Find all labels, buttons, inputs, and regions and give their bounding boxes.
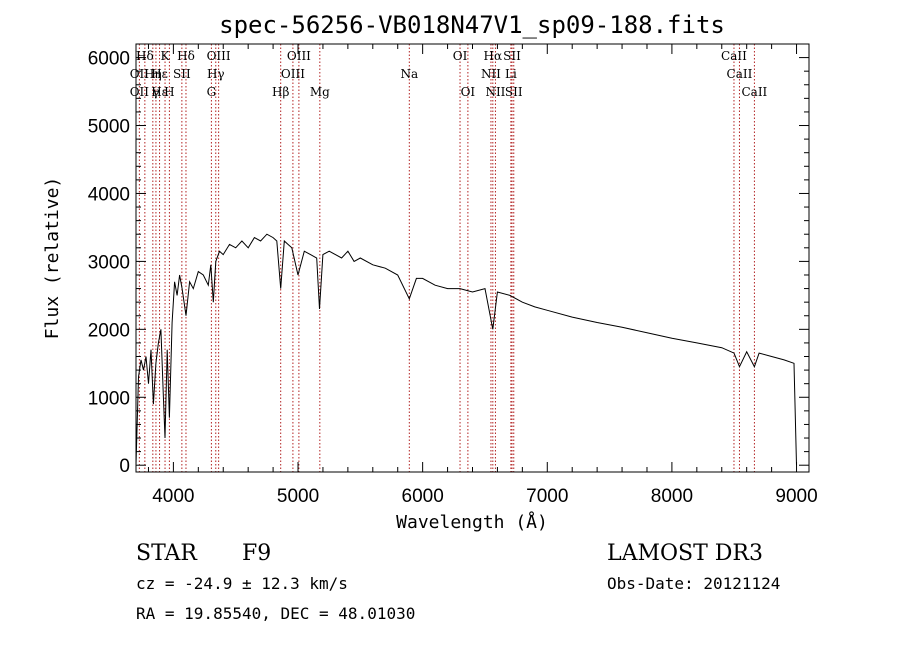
spectral-line-label: Na <box>400 67 418 81</box>
y-tick-label: 4000 <box>88 184 130 205</box>
x-tick-label: 6000 <box>402 486 444 507</box>
spectral-line-label: H <box>164 85 174 99</box>
spectrum-series-line <box>135 233 797 466</box>
spectral-line-label: Hδ <box>136 49 154 63</box>
x-tick-label: 5000 <box>277 486 319 507</box>
spectral-line-label: NII <box>485 85 505 99</box>
spectral-line-label: SII <box>503 49 521 63</box>
coordinates-text: RA = 19.85540, DEC = 48.01030 <box>136 604 415 623</box>
y-tick-label: 2000 <box>88 320 130 341</box>
spectral-line-label: Hβ <box>272 85 289 99</box>
spectral-line-label: CaII <box>741 85 767 99</box>
spectral-line-label: Hδ <box>177 49 195 63</box>
redshift-text: cz = -24.9 ± 12.3 km/s <box>136 574 348 593</box>
spectral-line-label: OIII <box>281 67 305 81</box>
y-tick-label: 0 <box>119 456 130 477</box>
spectral-line-label: SII <box>505 85 523 99</box>
spectral-line-label: OIII <box>207 49 231 63</box>
spectral-line-label: CaII <box>721 49 747 63</box>
spectral-line-label: OII <box>130 67 150 81</box>
spectral-line-label: SII <box>173 67 191 81</box>
spectral-line-label: γ <box>152 85 159 99</box>
survey-name: LAMOST DR3 <box>607 541 763 566</box>
spectral-line-label: Hε <box>151 85 168 99</box>
x-tick-label: 7000 <box>526 486 568 507</box>
y-tick-label: 3000 <box>88 252 130 273</box>
y-tick-label: 6000 <box>88 49 130 70</box>
y-tick-label: 1000 <box>88 388 130 409</box>
spectral-line-label: OIII <box>287 49 311 63</box>
obs-date-text: Obs-Date: 20121124 <box>607 574 780 593</box>
spectral-line-markers <box>138 44 755 472</box>
spectral-line-label: Hγ <box>207 67 225 81</box>
chart-title: spec-56256-VB018N47V1_sp09-188.fits <box>219 11 725 39</box>
spectral-line-label: OI <box>453 49 468 63</box>
plot-frame <box>135 43 810 473</box>
spectral-line-label: K <box>161 49 171 63</box>
spectral-line-label: G <box>207 85 217 99</box>
spectral-line-label: Mg <box>310 85 330 99</box>
object-subclass: F9 <box>242 541 271 566</box>
y-tick-label: 5000 <box>88 117 130 138</box>
spectral-line-label: Hη <box>144 67 162 81</box>
x-tick-label: 8000 <box>651 486 693 507</box>
spectral-line-label: OI <box>461 85 476 99</box>
spectral-line-label: Hε <box>151 67 168 81</box>
x-tick-label: 4000 <box>152 486 194 507</box>
spectral-line-label: Li <box>505 67 517 81</box>
spectral-line-label: NII <box>481 67 501 81</box>
x-tick-label: 9000 <box>775 486 817 507</box>
object-class: STAR <box>136 541 198 566</box>
x-axis-label: Wavelength (Å) <box>396 511 548 533</box>
spectral-line-label: Hα <box>484 49 503 63</box>
spectral-line-label: CaII <box>727 67 753 81</box>
y-axis-label: Flux (relative) <box>42 177 63 340</box>
y-axis-ticks: 0 1000 2000 3000 4000 5000 6000 <box>88 49 809 477</box>
spectral-line-label: OII <box>130 85 150 99</box>
x-axis-ticks: 4000 5000 6000 7000 8000 9000 <box>147 44 818 507</box>
